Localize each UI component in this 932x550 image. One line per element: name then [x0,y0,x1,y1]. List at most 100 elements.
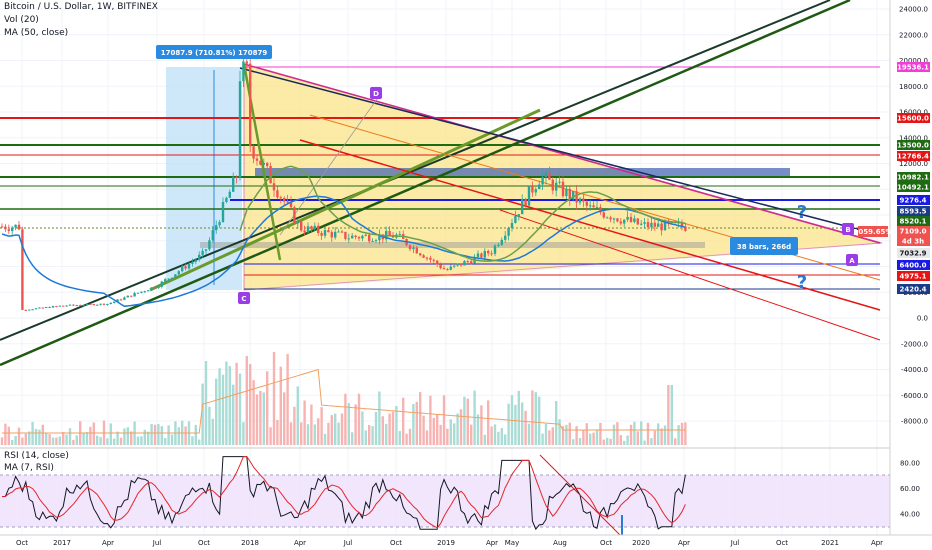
volume-bar [272,352,276,445]
volume-bar [507,403,510,445]
candle [623,219,626,227]
candle [102,303,106,306]
price-level-label: 15600.0 [897,113,930,123]
volume-bar [208,406,211,445]
price-level-label: 12766.4 [897,151,930,161]
volume-bar [0,437,4,445]
point-marker-a[interactable]: A [846,254,858,266]
candle [28,309,31,311]
rsi-tick-label: 60.00 [900,485,920,493]
candle [524,197,527,208]
volume-bar [575,426,578,445]
price-level-label: 7109.0 [897,226,930,236]
candle [436,259,439,267]
time-tick-label: 2021 [821,539,839,547]
volume-bar [82,432,85,445]
candle [310,225,313,233]
volume-bar [544,423,548,445]
time-tick-label: Oct [16,539,28,547]
candle [51,305,55,308]
volume-bar [228,366,231,445]
rsi-axis[interactable]: 80.00 60.00 40.00 [900,460,920,519]
price-tick-label: 12000.0 [899,160,928,168]
price-level-label: 2420.4 [897,284,930,294]
candle [4,224,7,232]
candle [504,230,507,243]
volume-bar [351,432,354,445]
candle [272,177,276,197]
time-axis[interactable]: Oct 2017 Apr Jul Oct 2018 Apr Jul Oct 2019 Apr May A… [16,539,883,547]
volume-bar [11,439,14,445]
volume-bar [283,392,286,445]
candle [68,304,72,306]
candle [619,218,622,226]
candle [561,176,565,199]
candle [500,237,503,246]
candle [82,304,85,307]
volume-bar [293,406,296,445]
volume-bar [232,384,235,445]
volume-bar [663,425,667,445]
candle [41,307,44,309]
volume-bar [684,422,687,445]
candle [62,305,65,307]
candle [480,252,483,259]
candle [136,292,140,294]
volume-bar [504,434,507,445]
candle [466,259,469,264]
volume-bar [548,430,551,445]
volume-bar [89,426,92,445]
candle [130,295,133,298]
candle [357,235,361,241]
volume-bar [191,436,194,445]
point-marker-c[interactable]: C [238,292,250,304]
volume-bar [476,414,480,445]
volume-bar [412,403,415,445]
volume-bar [677,425,680,445]
volume-bar [337,422,340,445]
volume-bar [616,422,619,445]
volume-bar [657,423,660,445]
candle [191,258,194,267]
volume-bar [646,422,650,445]
volume-bar [150,423,153,445]
volume-bar [446,428,449,445]
candle [225,196,228,204]
volume-bar [21,437,24,445]
candle [187,260,191,271]
volume-bar [72,439,75,445]
candle [167,278,170,282]
volume-bar [96,435,99,445]
volume-bar [123,428,126,445]
candle [558,174,561,185]
volume-bar [259,390,262,445]
candle [640,220,643,226]
time-tick-label: Apr [678,539,690,547]
candle [92,303,95,306]
candle [548,166,551,180]
candle [374,238,378,244]
volume-bar [41,424,44,445]
candle [636,218,639,226]
support-zone [200,242,705,248]
candle [140,291,143,294]
volume-bar [636,431,639,445]
volume-bar [300,422,303,445]
question-mark-upper: ? [797,202,807,223]
volume-bar [626,435,629,445]
candle [133,291,136,297]
volume-bar [157,424,160,445]
point-d-text: D [373,90,379,98]
candle [96,304,99,306]
candle [208,237,211,251]
candle [235,175,238,184]
volume-bar [521,402,524,445]
ma-green-line [239,165,686,262]
point-marker-b[interactable]: B [842,223,854,235]
volume-bar [48,434,51,445]
point-marker-d[interactable]: D [370,87,382,99]
question-mark-lower: ? [797,272,807,293]
candle [7,224,10,235]
candle [55,305,58,308]
